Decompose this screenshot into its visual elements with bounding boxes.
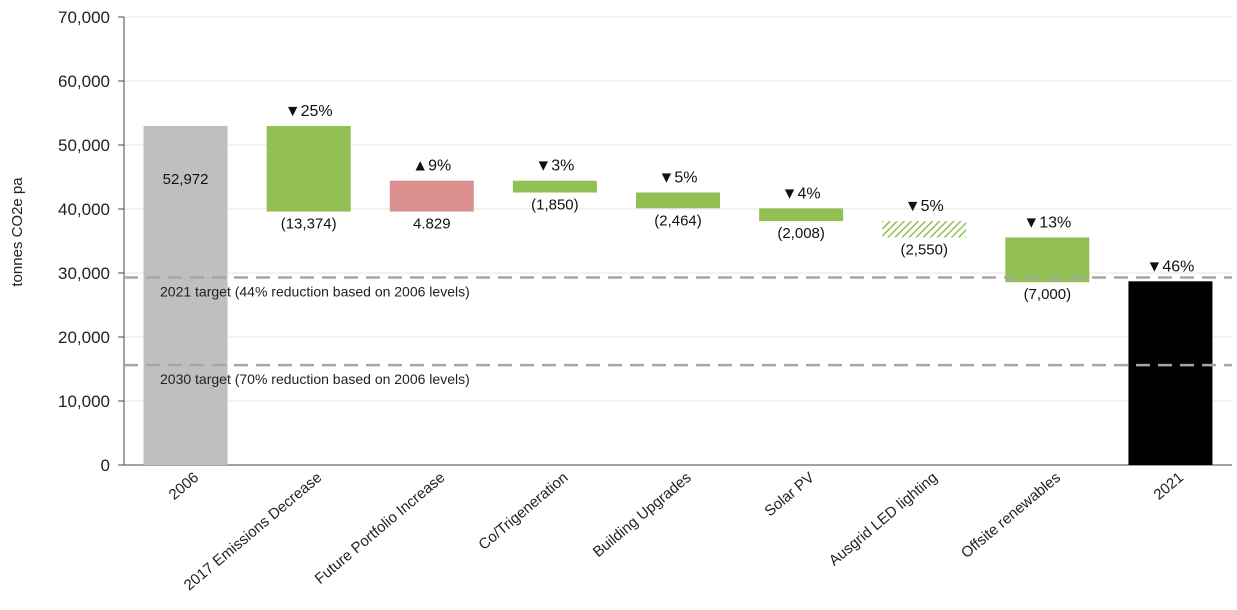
x-tick-label: Building Upgrades [590, 469, 695, 561]
data-label: (2,550) [900, 241, 948, 258]
y-axis-label: tonnes CO2e pa [9, 177, 26, 287]
percent-label: ▼25% [285, 103, 333, 120]
percent-label: ▼4% [782, 185, 821, 202]
percent-label: ▲9% [412, 158, 451, 175]
bars [143, 125, 1213, 466]
bar-co-trigeneration [512, 180, 597, 193]
bar-building-upgrades [636, 192, 720, 209]
x-tick-label: 2017 Emissions Decrease [181, 469, 325, 594]
y-tick-label: 10,000 [58, 392, 110, 411]
bar-offsite-renewables [1005, 237, 1090, 283]
target-lines: 2021 target (44% reduction based on 2006… [124, 276, 1232, 387]
data-label: (13,374) [281, 216, 337, 233]
percent-label: ▼5% [905, 198, 944, 215]
y-tick-label: 0 [101, 456, 110, 475]
y-tick-label: 60,000 [58, 72, 110, 91]
data-label: (2,464) [654, 212, 702, 229]
bar-ausgrid-led-lighting [882, 221, 967, 238]
target-label: 2021 target (44% reduction based on 2006… [160, 283, 470, 299]
data-labels: 52,972 (13,374) ▼25% 4.829 ▲9% (1,850) ▼3% (2,4… [163, 103, 1195, 303]
data-label: (2,008) [777, 225, 825, 242]
bar-2006 [143, 125, 228, 466]
y-tick-label: 70,000 [58, 8, 110, 27]
bar-2021 [1128, 281, 1213, 465]
x-tick-label: Co/Trigeneration [475, 469, 571, 553]
bar-2017-emissions-decrease [266, 125, 351, 212]
bar-solar-pv [759, 208, 844, 222]
y-tick-label: 40,000 [58, 200, 110, 219]
target-label: 2030 target (70% reduction based on 2006… [160, 371, 470, 387]
percent-label: ▼46% [1147, 258, 1195, 275]
data-label: 4.829 [413, 216, 451, 233]
y-tick-label: 30,000 [58, 264, 110, 283]
data-label: (1,850) [531, 197, 579, 214]
x-tick-label: 2006 [166, 469, 202, 503]
data-label: 52,972 [163, 171, 209, 188]
y-tick-label: 50,000 [58, 136, 110, 155]
percent-label: ▼5% [659, 170, 698, 187]
percent-label: ▼13% [1023, 214, 1071, 231]
percent-label: ▼3% [535, 158, 574, 175]
x-tick-label: Future Portfolio Increase [312, 469, 449, 588]
y-tick-label: 20,000 [58, 328, 110, 347]
x-tick-label: Offsite renewables [958, 469, 1064, 562]
bar-future-portfolio-increase [389, 180, 474, 212]
data-label: (7,000) [1024, 286, 1072, 303]
x-tick-label: Solar PV [761, 469, 817, 520]
x-tick-label: Ausgrid LED lighting [826, 469, 941, 569]
x-tick-label: 2021 [1151, 469, 1187, 503]
